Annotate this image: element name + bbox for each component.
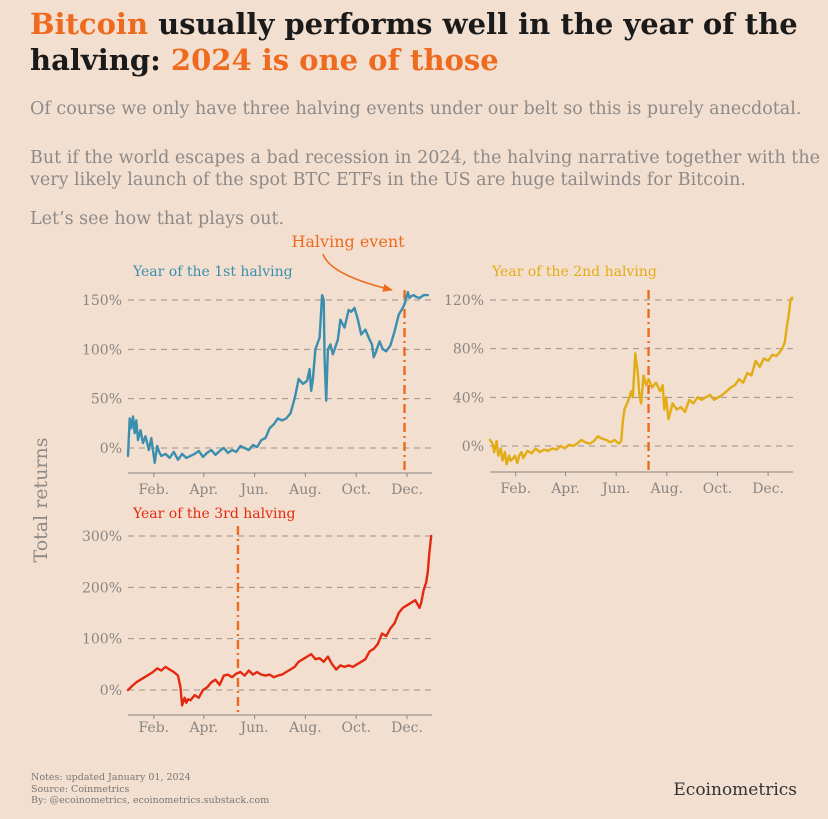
x-tick-label: Aug. — [288, 482, 322, 498]
chart-title: Year of the 2nd halving — [491, 264, 657, 280]
chart-panel-3: Year of the 3rd halving 0% 100% 200% 300% Feb… — [82, 506, 433, 736]
subtitle-paragraph-2: But if the world escapes a bad recession… — [30, 148, 820, 190]
y-tick-label: 150% — [82, 293, 122, 309]
y-tick-label: 100% — [82, 342, 122, 358]
chart-panel-2: Year of the 2nd halving 0% 40% 80% 120% Feb. A… — [444, 264, 794, 497]
brand-name: Ecoinometrics — [673, 780, 797, 800]
chart-title: Year of the 3rd halving — [132, 506, 295, 522]
x-tick-label: Aug. — [288, 720, 322, 736]
y-tick-label: 200% — [82, 580, 122, 596]
title-highlight-2024: 2024 is one of those — [170, 43, 499, 77]
x-tick-label: Dec. — [391, 720, 423, 736]
subtitle-paragraph-3: Let’s see how that plays out. — [30, 209, 285, 229]
y-tick-label: 0% — [100, 441, 122, 457]
y-tick-label: 100% — [82, 632, 122, 648]
x-tick-label: Apr. — [188, 482, 218, 498]
chart-panel-1: Year of the 1st halving 0% 50% 100% 150% Feb.… — [82, 264, 432, 498]
returns-series-line — [126, 290, 429, 464]
source-text: Source: Coinmetrics — [31, 783, 130, 795]
byline-text: By: @ecoinometrics, ecoinometrics.substa… — [31, 795, 270, 806]
halving-event-annotation: Halving event — [291, 232, 405, 251]
x-tick-label: Feb. — [138, 482, 169, 498]
y-tick-label: 0% — [100, 683, 122, 699]
subtitle-paragraph-1: Of course we only have three halving eve… — [30, 99, 802, 119]
x-tick-label: Oct. — [342, 720, 371, 736]
x-tick-label: Feb. — [138, 720, 169, 736]
y-tick-label: 80% — [453, 342, 484, 358]
x-tick-label: Feb. — [500, 481, 531, 497]
y-tick-label: 40% — [453, 390, 484, 406]
title-text-line2: halving: — [30, 43, 171, 77]
footnotes: Notes: updated January 01, 2024 Source: … — [31, 772, 269, 807]
y-tick-label: 50% — [91, 392, 122, 408]
notes-text: Notes: updated January 01, 2024 — [31, 772, 191, 783]
x-tick-label: Jun. — [239, 482, 269, 498]
x-tick-label: Oct. — [342, 482, 371, 498]
title-text: usually performs well in the year of the — [148, 7, 798, 41]
chart-headline: Bitcoin usually performs well in the yea… — [30, 6, 820, 78]
x-tick-label: Dec. — [391, 482, 423, 498]
chart-title: Year of the 1st halving — [132, 264, 293, 280]
returns-series-line — [126, 534, 433, 707]
x-tick-label: Aug. — [650, 481, 684, 497]
y-tick-label: 300% — [82, 529, 122, 545]
x-tick-label: Jun. — [239, 720, 269, 736]
y-tick-label: 120% — [444, 293, 484, 309]
y-axis-title: Total returns — [30, 438, 52, 563]
returns-series-line — [488, 296, 794, 466]
x-tick-label: Oct. — [703, 481, 732, 497]
x-tick-label: Dec. — [752, 481, 784, 497]
x-tick-label: Apr. — [188, 720, 218, 736]
x-tick-label: Jun. — [600, 481, 630, 497]
y-tick-label: 0% — [462, 439, 484, 455]
halving-annotation-arrow — [322, 253, 393, 292]
title-highlight-bitcoin: Bitcoin — [30, 7, 149, 41]
x-tick-label: Apr. — [550, 481, 580, 497]
